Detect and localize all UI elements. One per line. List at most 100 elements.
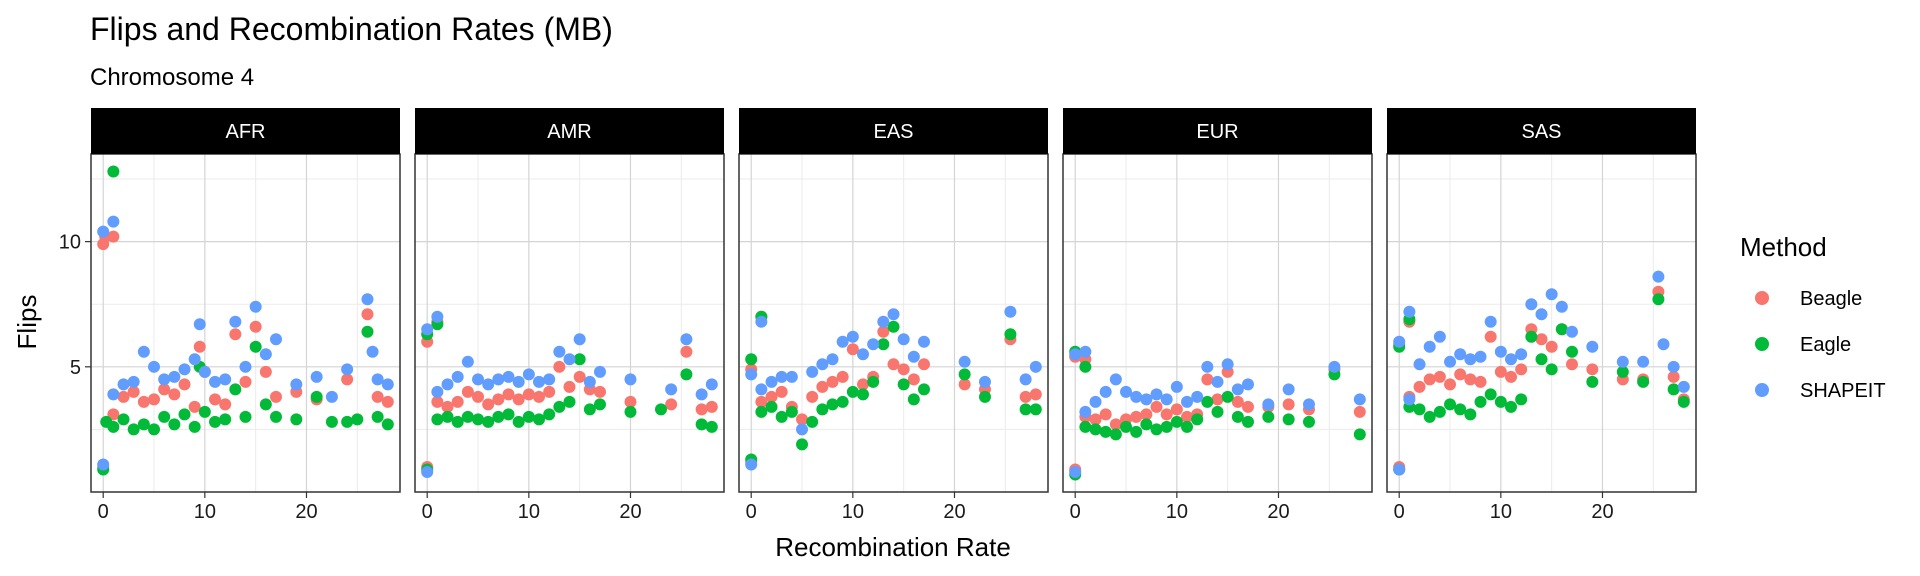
data-point-beagle — [209, 393, 222, 406]
y-tick-label: 10 — [59, 232, 81, 254]
data-point-eagle — [796, 438, 809, 451]
data-point-beagle — [107, 408, 120, 421]
data-point-shapeit — [1464, 353, 1477, 366]
data-point-eagle — [1079, 360, 1092, 373]
facet-panel-sas: SAS 0 10 20 — [1386, 108, 1697, 523]
data-point-beagle — [127, 385, 140, 398]
data-point-shapeit — [158, 373, 171, 386]
data-point-shapeit — [1089, 395, 1102, 408]
data-point-beagle — [1433, 370, 1446, 383]
data-point-beagle — [816, 380, 829, 393]
data-point-shapeit — [1433, 330, 1446, 343]
data-point-beagle — [1231, 395, 1244, 408]
panel-border — [90, 153, 401, 493]
data-point-eagle — [1201, 395, 1214, 408]
data-point-eagle — [1555, 323, 1568, 336]
data-point-eagle — [522, 410, 535, 423]
facet-panel-eas: EAS 0 10 20 — [738, 108, 1049, 523]
data-point-shapeit — [1616, 355, 1629, 368]
x-tick-label: 20 — [1591, 501, 1613, 523]
data-point-shapeit — [1586, 340, 1599, 353]
data-point-eagle — [1353, 428, 1366, 441]
data-point-eagle — [107, 420, 120, 433]
data-point-beagle — [168, 388, 181, 401]
data-point-shapeit — [1494, 345, 1507, 358]
data-point-shapeit — [431, 310, 444, 323]
data-point-shapeit — [543, 373, 556, 386]
data-point-beagle — [796, 413, 809, 426]
data-point-beagle — [857, 378, 870, 391]
data-point-beagle — [219, 398, 232, 411]
data-point-shapeit — [193, 318, 206, 331]
data-point-beagle — [148, 393, 161, 406]
data-point-eagle — [341, 415, 354, 428]
data-point-beagle — [543, 385, 556, 398]
data-point-beagle — [178, 378, 191, 391]
data-point-eagle — [361, 325, 374, 338]
data-point-shapeit — [1393, 463, 1406, 476]
data-point-shapeit — [1099, 385, 1112, 398]
facet-strip-label: EAS — [873, 121, 913, 143]
data-point-eagle — [1282, 413, 1295, 426]
data-point-eagle — [1474, 395, 1487, 408]
data-point-eagle — [867, 375, 880, 388]
data-point-eagle — [695, 418, 708, 431]
data-point-shapeit — [371, 373, 384, 386]
data-point-beagle — [755, 395, 768, 408]
data-point-beagle — [361, 308, 374, 321]
data-point-shapeit — [512, 375, 525, 388]
data-point-shapeit — [907, 350, 920, 363]
data-point-beagle — [897, 363, 910, 376]
data-point-shapeit — [1191, 390, 1204, 403]
data-point-eagle — [705, 420, 718, 433]
x-tick-label: 10 — [1490, 501, 1512, 523]
data-point-eagle — [978, 390, 991, 403]
data-point-shapeit — [219, 373, 232, 386]
data-point-eagle — [836, 395, 849, 408]
data-point-eagle — [107, 165, 120, 178]
data-point-shapeit — [290, 378, 303, 391]
data-point-shapeit — [1004, 305, 1017, 318]
data-point-shapeit — [745, 458, 758, 471]
data-point-beagle — [1211, 393, 1224, 406]
data-point-beagle — [665, 398, 678, 411]
legend-key-shapeit — [1755, 383, 1769, 397]
data-point-shapeit — [1555, 300, 1568, 313]
data-point-beagle — [158, 383, 171, 396]
data-point-beagle — [137, 395, 150, 408]
data-point-shapeit — [259, 348, 272, 361]
data-point-shapeit — [107, 215, 120, 228]
data-point-shapeit — [341, 363, 354, 376]
data-point-shapeit — [1505, 353, 1518, 366]
data-point-eagle — [158, 410, 171, 423]
data-point-beagle — [695, 403, 708, 416]
data-point-eagle — [1079, 420, 1092, 433]
data-point-eagle — [290, 413, 303, 426]
data-point-beagle — [1140, 408, 1153, 421]
data-point-beagle — [1413, 380, 1426, 393]
data-point-eagle — [785, 405, 798, 418]
data-point-shapeit — [168, 370, 181, 383]
data-point-eagle — [148, 423, 161, 436]
data-point-beagle — [1464, 373, 1477, 386]
facet-panels: AFR 0 10 20 5 10 AMR 0 10 20 EAS 0 10 20 EUR 0 10 20 SAS 0 1… — [59, 108, 1697, 523]
data-point-beagle — [1160, 408, 1173, 421]
facet-strip — [1387, 108, 1696, 154]
data-point-shapeit — [1328, 360, 1341, 373]
data-point-shapeit — [897, 333, 910, 346]
data-point-shapeit — [1140, 393, 1153, 406]
data-point-beagle — [188, 400, 201, 413]
data-point-eagle — [1454, 403, 1467, 416]
data-point-eagle — [259, 398, 272, 411]
data-point-shapeit — [877, 315, 890, 328]
data-point-shapeit — [1160, 393, 1173, 406]
data-point-eagle — [1231, 410, 1244, 423]
data-point-eagle — [1545, 363, 1558, 376]
data-point-beagle — [877, 325, 890, 338]
data-point-beagle — [1089, 413, 1102, 426]
data-point-shapeit — [796, 423, 809, 436]
panel-border — [1386, 153, 1697, 493]
data-point-shapeit — [1069, 465, 1082, 478]
data-point-eagle — [1019, 403, 1032, 416]
data-point-shapeit — [1515, 348, 1528, 361]
